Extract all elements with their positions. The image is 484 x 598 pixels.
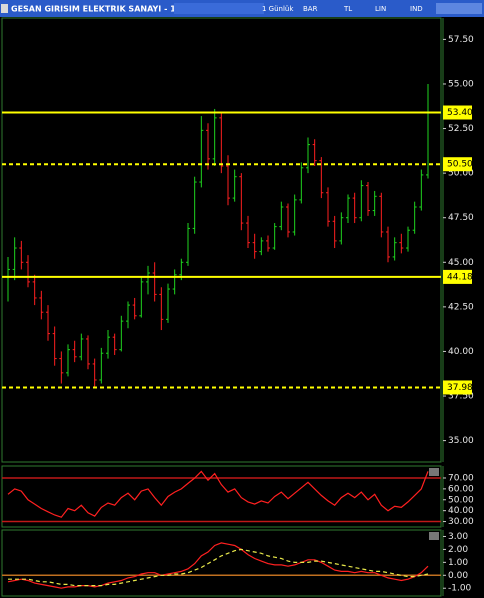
y-tick-label: 57.50 [448, 35, 474, 45]
panel-frame [1, 17, 442, 463]
level-label: 53.40 [447, 108, 473, 118]
level-box [443, 105, 472, 120]
y-tick-label: 47.50 [448, 213, 474, 223]
level-box [443, 157, 472, 172]
panel-button[interactable] [429, 532, 439, 540]
y-tick-label: 42.50 [448, 302, 474, 312]
level-box [443, 269, 472, 284]
panel-frame [1, 529, 442, 597]
y-tick-label: 45.00 [448, 258, 474, 268]
y-tick-label: 40.00 [448, 347, 474, 357]
y-tick-label: 52.50 [448, 124, 474, 134]
level-box [443, 380, 472, 395]
panel-button[interactable] [429, 468, 439, 476]
level-label: 44.18 [447, 272, 473, 282]
window-icon[interactable] [1, 4, 8, 13]
toolbar-item: LIN [375, 5, 386, 13]
panel-frame [1, 465, 442, 528]
toolbar-item: TL [343, 5, 352, 13]
toolbar-item: BAR [303, 5, 318, 13]
y-tick-label: 50.00 [448, 495, 474, 505]
toolbar-item: 1 Günlük [262, 5, 294, 13]
y-tick-label: -1.00 [448, 584, 472, 594]
y-tick-label: 35.00 [448, 436, 474, 446]
window-title: GESAN GIRISIM ELEKTRIK SANAYI - 1 Günlük… [11, 5, 235, 14]
indicator-line [7, 542, 429, 589]
y-tick-label: 30.00 [448, 517, 474, 527]
y-tick-label: 50.00 [448, 169, 474, 179]
y-tick-label: 1.00 [448, 558, 468, 568]
level-label: 37.98 [447, 383, 473, 393]
indicator-line [8, 548, 429, 587]
indicator-line [7, 470, 429, 518]
toolbar-item: IND [410, 5, 423, 13]
y-tick-label: 0.00 [448, 571, 468, 581]
y-tick-label: 37.50 [448, 392, 474, 402]
level-label: 50.50 [447, 160, 473, 170]
y-tick-label: 40.00 [448, 506, 474, 516]
toolbar-icons[interactable] [174, 3, 264, 14]
y-tick-label: 60.00 [448, 484, 474, 494]
y-tick-label: 70.00 [448, 473, 474, 483]
window-buttons[interactable] [436, 3, 482, 14]
y-tick-label: 3.00 [448, 532, 468, 542]
y-tick-label: 2.00 [448, 545, 468, 555]
y-tick-label: 55.00 [448, 79, 474, 89]
